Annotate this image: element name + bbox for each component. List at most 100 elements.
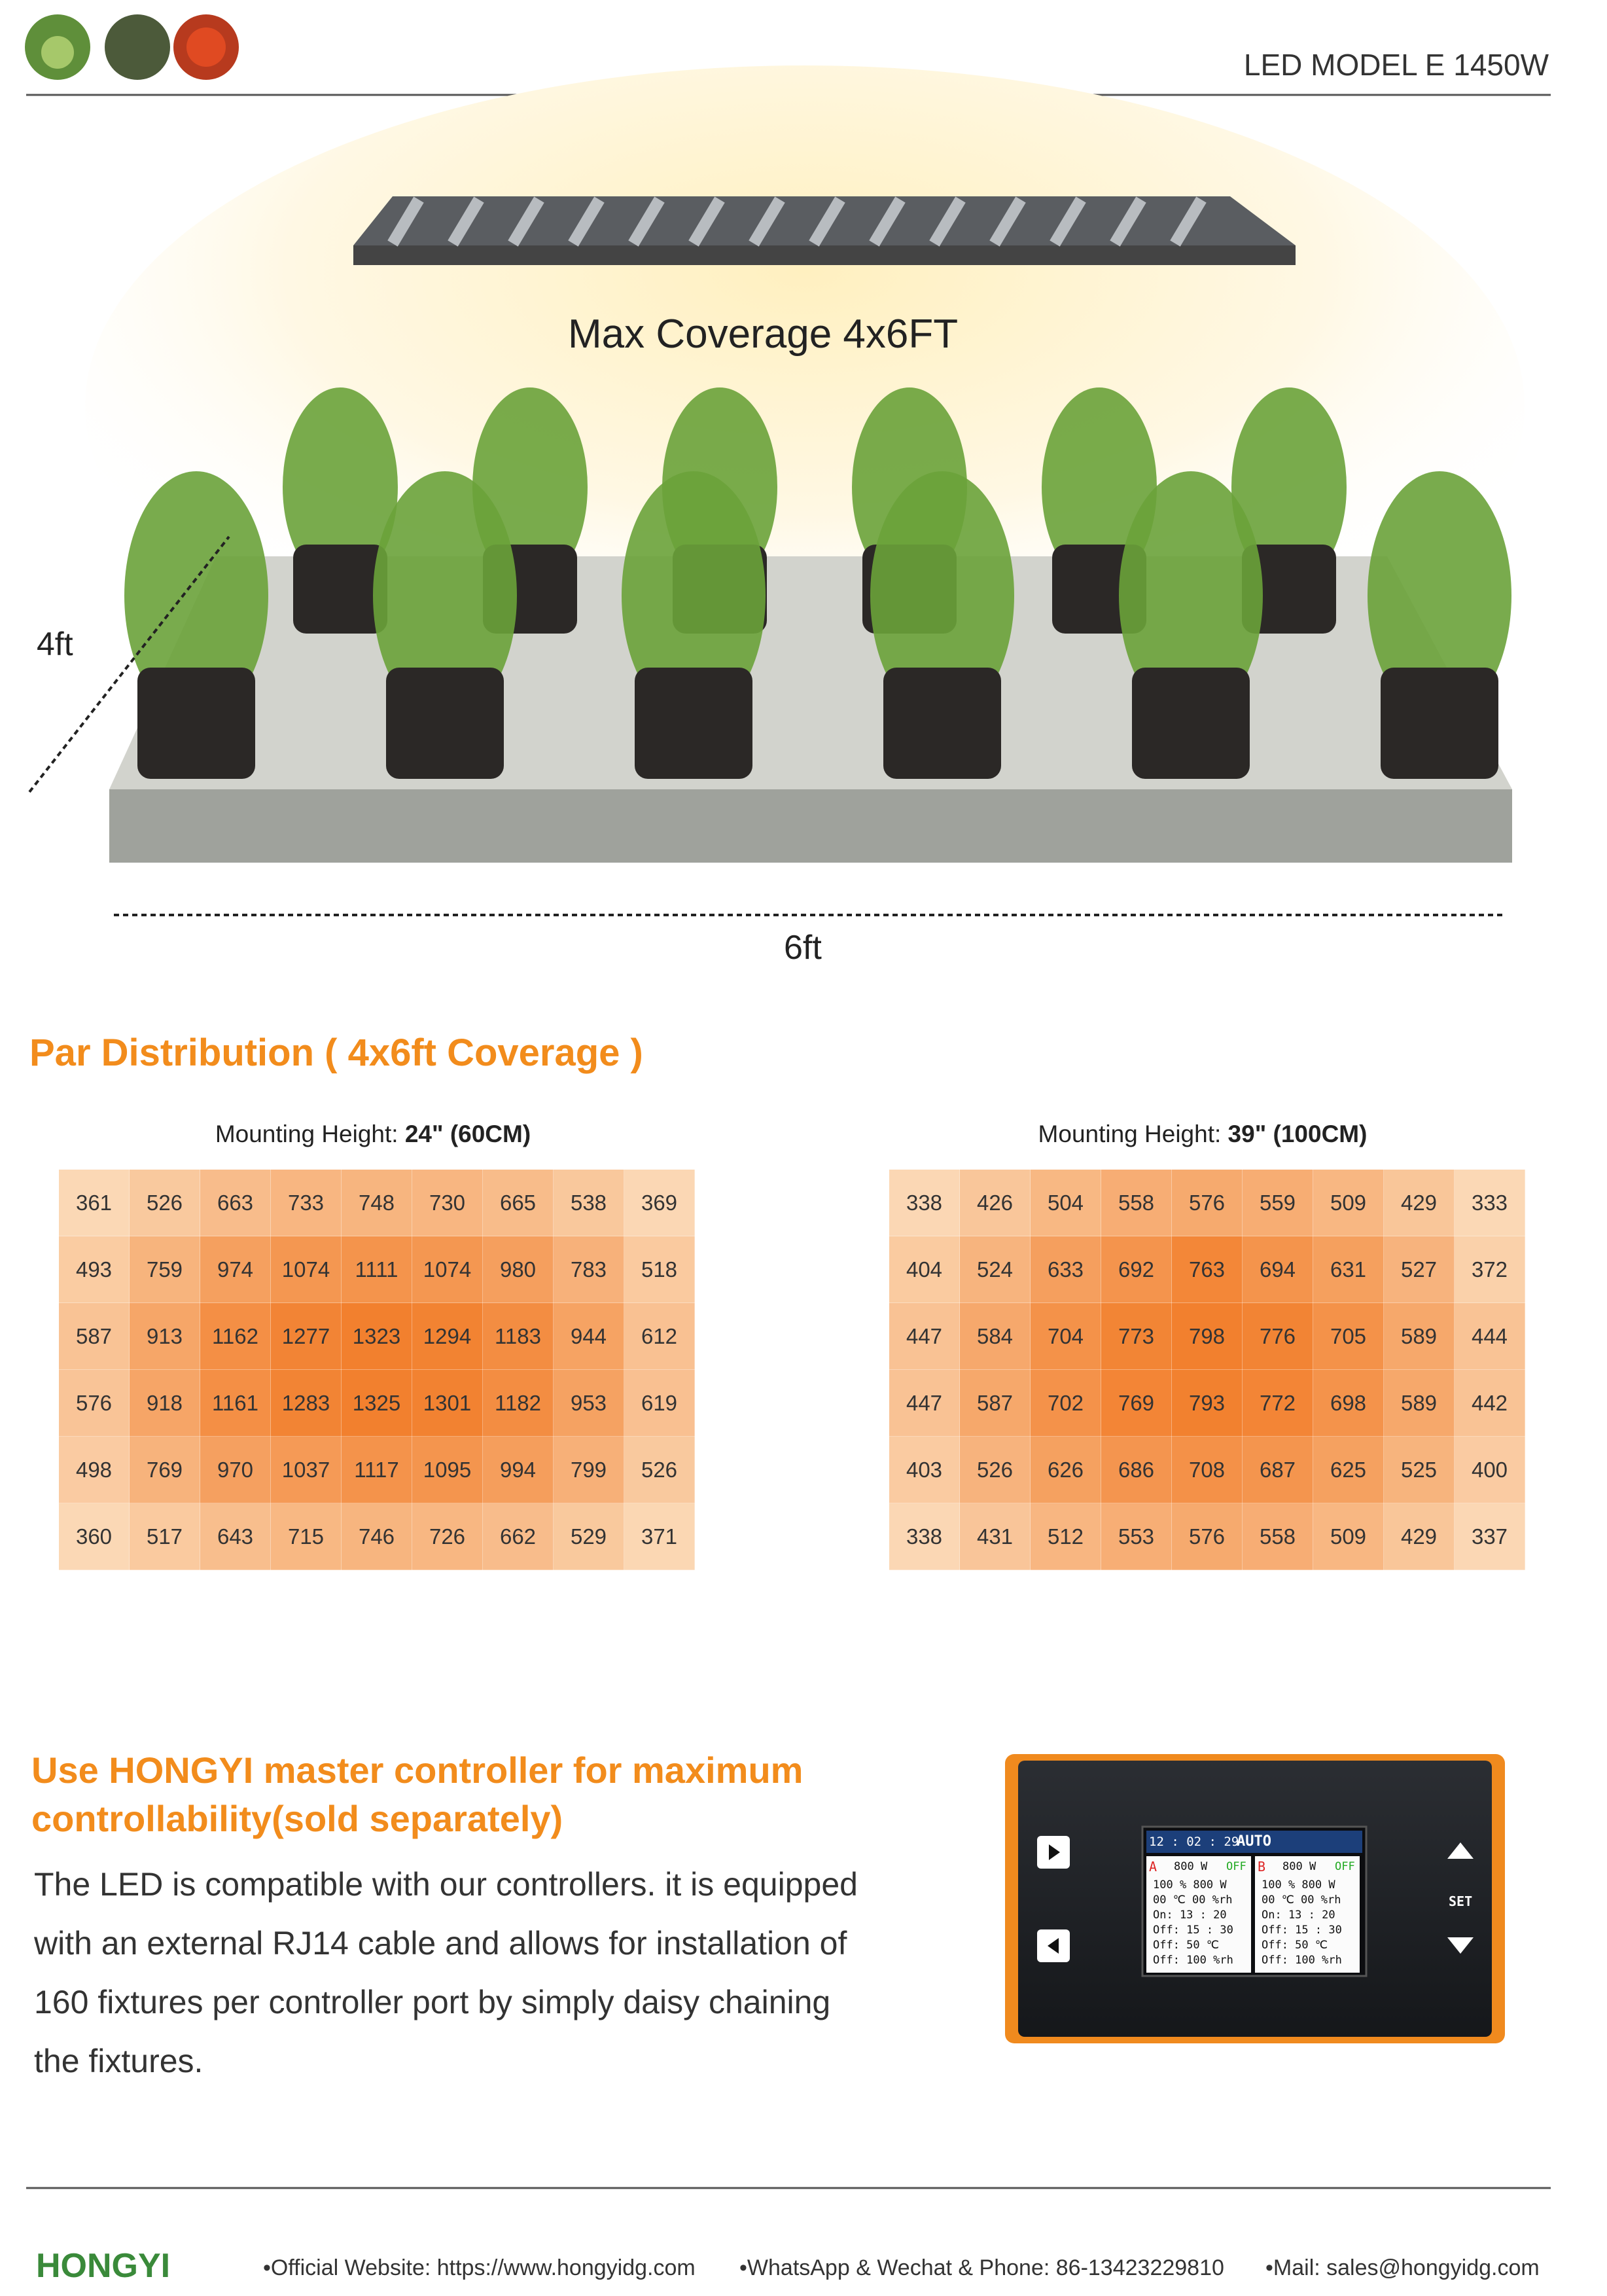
- par-cell: 730: [412, 1169, 483, 1236]
- par-cell: 974: [200, 1236, 271, 1303]
- par-cell: 698: [1313, 1369, 1384, 1437]
- hero-caption: Max Coverage 4x6FT: [568, 312, 959, 357]
- par-cell: 626: [1030, 1436, 1101, 1503]
- fixture-bar: [929, 196, 966, 247]
- par-cell: 447: [889, 1369, 960, 1437]
- par-cell: 447: [889, 1302, 960, 1370]
- par-cell: 337: [1454, 1503, 1525, 1570]
- par-cell: 442: [1454, 1369, 1525, 1437]
- plant: [1231, 387, 1347, 586]
- par-cell: 1074: [270, 1236, 342, 1303]
- table-row: 361 526 663 733 748 730 665 538 369: [58, 1169, 695, 1236]
- fixture-bar: [1050, 196, 1086, 247]
- channel-line: Off: 50 ℃: [1153, 1939, 1219, 1952]
- par-cell: 1162: [200, 1302, 271, 1370]
- par-cell: 429: [1383, 1169, 1455, 1236]
- par-cell: 662: [482, 1503, 554, 1570]
- channel-state: OFF: [1335, 1860, 1355, 1873]
- fixture-bar: [688, 196, 725, 247]
- par-cell: 493: [58, 1236, 130, 1303]
- par-cell: 708: [1171, 1436, 1243, 1503]
- plant: [283, 387, 398, 586]
- paragraph-line: 160 fixtures per controller port by simp…: [34, 1984, 831, 2020]
- par-cell: 538: [553, 1169, 624, 1236]
- table-row: 576 918 1161 1283 1325 1301 1182 953 619: [58, 1369, 695, 1437]
- par-cell: 558: [1242, 1503, 1313, 1570]
- par-cell: 512: [1030, 1503, 1101, 1570]
- pot: [883, 668, 1001, 779]
- par-cell: 527: [1383, 1236, 1455, 1303]
- fixture-bar: [448, 196, 484, 247]
- paragraph-line: with an external RJ14 cable and allows f…: [34, 1925, 847, 1962]
- par-cell: 1283: [270, 1369, 342, 1437]
- plant: [124, 471, 268, 720]
- par-cell: 715: [270, 1503, 342, 1570]
- par-cell: 372: [1454, 1236, 1525, 1303]
- par-cell: 1037: [270, 1436, 342, 1503]
- par-cell: 1323: [341, 1302, 412, 1370]
- par-cell: 783: [553, 1236, 624, 1303]
- par-cell: 576: [58, 1369, 130, 1437]
- pot: [137, 668, 255, 779]
- par-cell: 584: [959, 1302, 1031, 1370]
- par-cell: 1074: [412, 1236, 483, 1303]
- fixture-bar: [1170, 196, 1207, 247]
- channel-line: 100 % 800 W: [1262, 1878, 1335, 1892]
- footer-item: •WhatsApp & Wechat & Phone: 86-134232298…: [739, 2255, 1224, 2280]
- par-cell: 1301: [412, 1369, 483, 1437]
- table-heading: Mounting Height: 24" (60CM): [215, 1121, 531, 1148]
- par-cell: 558: [1101, 1169, 1172, 1236]
- par-cell: 763: [1171, 1236, 1243, 1303]
- paragraph-line: the fixtures.: [34, 2043, 203, 2079]
- par-cell: 692: [1101, 1236, 1172, 1303]
- fixture-bar: [749, 196, 785, 247]
- table-row: 447 587 702 769 793 772 698 589 442: [889, 1369, 1525, 1437]
- channel-power: 800 W: [1282, 1860, 1316, 1873]
- par-cell: 1183: [482, 1302, 554, 1370]
- par-cell: 913: [129, 1302, 200, 1370]
- heading-label: Mounting Height:: [215, 1121, 405, 1147]
- par-cell: 799: [553, 1436, 624, 1503]
- header-logos: [25, 14, 239, 80]
- par-cell: 518: [624, 1236, 695, 1303]
- channel-line: Off: 15 : 30: [1153, 1924, 1233, 1937]
- par-cell: 526: [624, 1436, 695, 1503]
- par-cell: 773: [1101, 1302, 1172, 1370]
- plant: [373, 471, 517, 720]
- par-cell: 1325: [341, 1369, 412, 1437]
- par-cell: 338: [889, 1503, 960, 1570]
- par-cell: 694: [1242, 1236, 1313, 1303]
- par-table: 361 526 663 733 748 730 665 538 369 493 759 974 1074…: [58, 1169, 695, 1570]
- channel-line: On: 13 : 20: [1262, 1909, 1335, 1922]
- par-table: 338 426 504 558 576 559 509 429 333 404 524 633 692 7…: [889, 1169, 1525, 1570]
- par-cell: 1161: [200, 1369, 271, 1437]
- par-cell: 431: [959, 1503, 1031, 1570]
- par-cell: 517: [129, 1503, 200, 1570]
- pot: [635, 668, 752, 779]
- par-cell: 704: [1030, 1302, 1101, 1370]
- table-row: 498 769 970 1037 1117 1095 994 799 526: [58, 1436, 695, 1503]
- par-cell: 426: [959, 1169, 1031, 1236]
- table-row: 360 517 643 715 746 726 662 529 371: [58, 1503, 695, 1570]
- channel-name: B: [1258, 1859, 1266, 1874]
- par-cell: 687: [1242, 1436, 1313, 1503]
- par-cell: 553: [1101, 1503, 1172, 1570]
- header-title: LED MODEL E 1450W: [1243, 48, 1549, 82]
- par-cell: 576: [1171, 1169, 1243, 1236]
- par-cell: 994: [482, 1436, 554, 1503]
- par-cell: 793: [1171, 1369, 1243, 1437]
- par-cell: 619: [624, 1369, 695, 1437]
- fixture-bar: [869, 196, 906, 247]
- footer-item: •Official Website: https://www.hongyidg.…: [263, 2255, 696, 2280]
- channel-state: OFF: [1226, 1860, 1246, 1873]
- par-cell: 733: [270, 1169, 342, 1236]
- par-cell: 509: [1313, 1503, 1384, 1570]
- table-row: 338 431 512 553 576 558 509 429 337: [889, 1503, 1525, 1570]
- par-cell: 631: [1313, 1236, 1384, 1303]
- heading-label: Mounting Height:: [1038, 1121, 1228, 1147]
- channel-line: Off: 50 ℃: [1262, 1939, 1328, 1952]
- par-cell: 587: [58, 1302, 130, 1370]
- paragraph-line: The LED is compatible with our controlle…: [34, 1866, 858, 1903]
- par-cell: 526: [959, 1436, 1031, 1503]
